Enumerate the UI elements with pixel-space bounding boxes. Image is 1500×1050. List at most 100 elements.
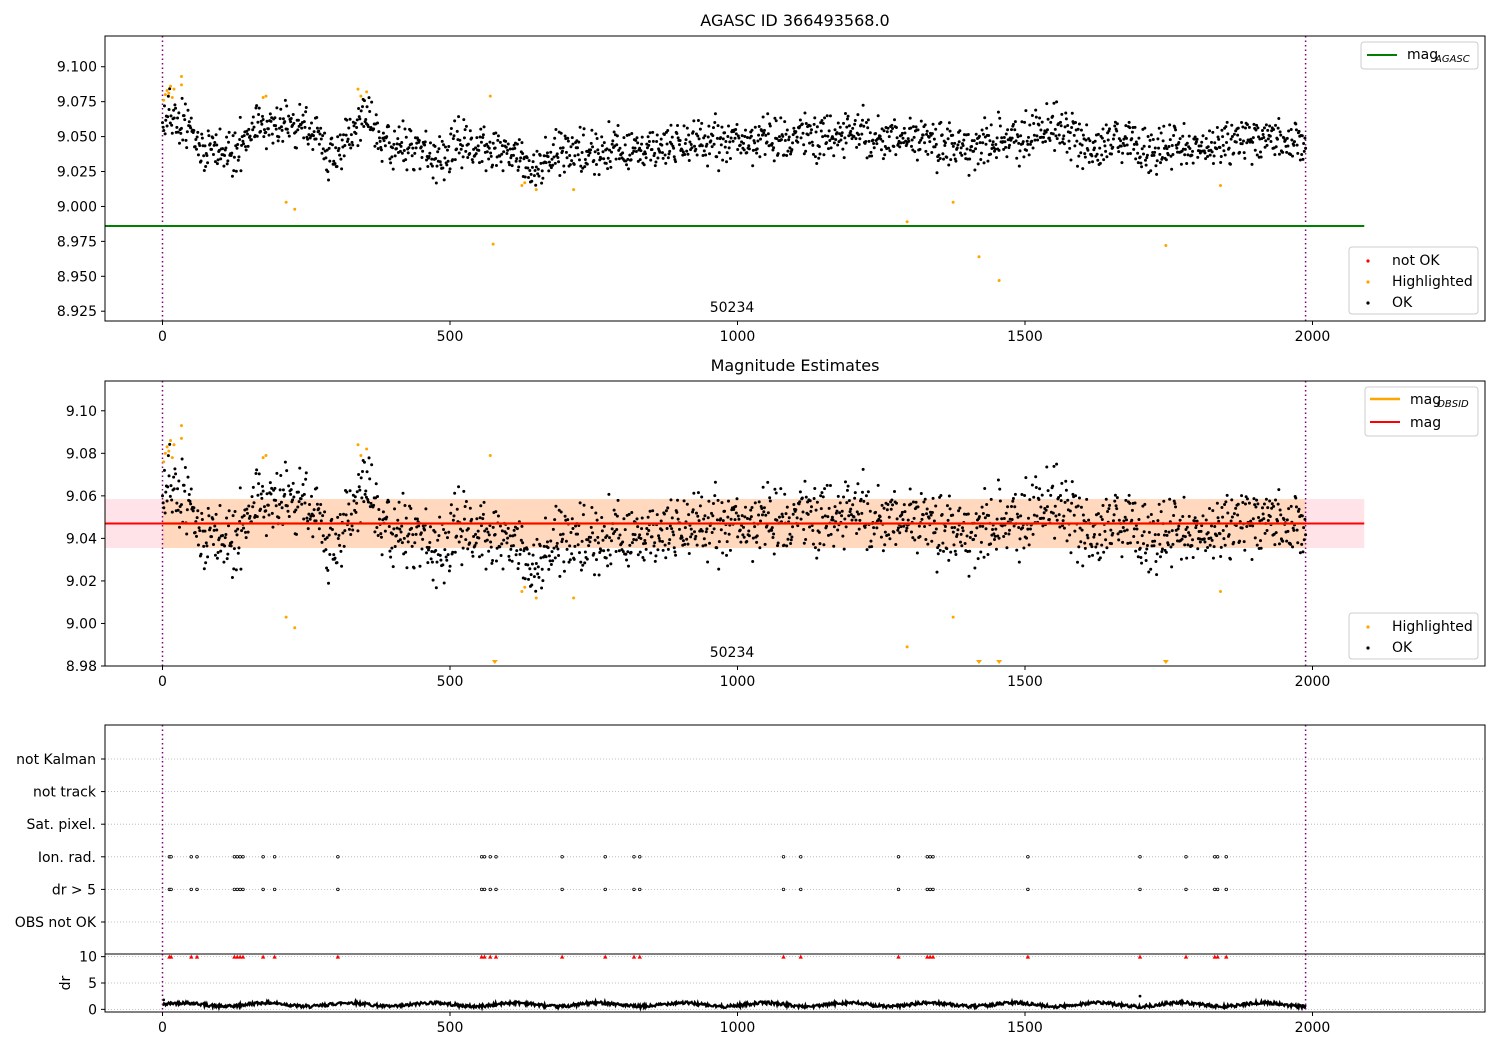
- ok-point: [244, 536, 248, 540]
- ok-point: [840, 134, 844, 138]
- ok-point: [951, 513, 955, 517]
- ok-point: [618, 533, 622, 537]
- ok-point: [1085, 497, 1089, 501]
- ok-point: [688, 140, 692, 144]
- ok-point: [536, 565, 540, 569]
- ok-point: [836, 121, 840, 125]
- ok-point: [489, 151, 493, 155]
- ok-point: [501, 567, 505, 571]
- ok-point: [377, 508, 381, 512]
- ok-point: [857, 512, 861, 516]
- ok-point: [840, 131, 844, 135]
- ok-point: [398, 149, 402, 153]
- ok-point: [649, 551, 653, 555]
- ok-point: [676, 136, 680, 140]
- ok-point: [808, 525, 812, 529]
- ok-point: [392, 527, 396, 531]
- ok-point: [1074, 121, 1078, 125]
- x-tick-label: 500: [437, 329, 464, 345]
- ok-point: [1192, 519, 1196, 523]
- ok-point: [1165, 533, 1169, 537]
- ok-point: [1086, 536, 1090, 540]
- ok-point: [855, 510, 859, 514]
- ok-point: [1060, 140, 1064, 144]
- ok-point: [512, 143, 516, 147]
- ok-point: [1028, 527, 1032, 531]
- ok-point: [325, 536, 329, 540]
- ok-point: [257, 472, 261, 476]
- ok-point: [410, 154, 414, 158]
- ok-point: [281, 117, 285, 121]
- ok-point: [756, 139, 760, 143]
- ok-point: [764, 133, 768, 137]
- ok-point: [825, 114, 829, 118]
- ok-point: [265, 119, 269, 123]
- ok-point: [177, 479, 181, 483]
- ok-point: [427, 155, 431, 159]
- ok-point: [1183, 543, 1187, 547]
- ok-point: [1290, 138, 1294, 142]
- ok-point: [1204, 157, 1208, 161]
- y-tick-label: 8.950: [57, 269, 97, 285]
- ok-point: [1160, 547, 1164, 551]
- ok-point: [625, 558, 629, 562]
- ok-point: [1240, 494, 1244, 498]
- ok-point: [264, 147, 268, 151]
- ok-point: [542, 544, 546, 548]
- ok-point: [950, 526, 954, 530]
- ok-point: [1298, 158, 1302, 162]
- ok-point: [1262, 136, 1266, 140]
- ok-point: [387, 124, 391, 128]
- ok-point: [1138, 546, 1142, 550]
- ok-point: [713, 480, 717, 484]
- ok-point: [1196, 155, 1200, 159]
- ok-point: [470, 158, 474, 162]
- ok-point: [1191, 161, 1195, 165]
- ok-point: [461, 546, 465, 550]
- ok-point: [212, 528, 216, 532]
- ok-point: [1216, 135, 1220, 139]
- ok-point: [517, 165, 521, 169]
- ok-point: [945, 504, 949, 508]
- ok-point: [553, 161, 557, 165]
- legend-frame: [1348, 246, 1479, 315]
- ok-point: [1213, 141, 1217, 145]
- ok-point: [1240, 526, 1244, 530]
- ok-point: [197, 526, 201, 530]
- ok-point: [641, 555, 645, 559]
- ok-point: [926, 542, 930, 546]
- highlighted-point: [261, 456, 265, 460]
- ok-point: [529, 573, 533, 577]
- ok-point: [1225, 140, 1229, 144]
- ok-point: [187, 120, 191, 124]
- ok-point: [568, 544, 572, 548]
- ok-point: [751, 536, 755, 540]
- ok-point: [1009, 128, 1013, 132]
- ok-point: [219, 549, 223, 553]
- ok-point: [1091, 160, 1095, 164]
- ok-point: [487, 549, 491, 553]
- flag-point: [232, 855, 237, 859]
- ok-point: [499, 160, 503, 164]
- ok-point: [1143, 551, 1147, 555]
- ok-point: [622, 136, 626, 140]
- ok-point: [972, 139, 976, 143]
- ok-point: [861, 467, 865, 471]
- ok-point: [920, 517, 924, 521]
- ok-point: [481, 517, 485, 521]
- ok-point: [161, 501, 165, 505]
- ok-point: [277, 516, 281, 520]
- ok-point: [689, 142, 693, 146]
- ok-point: [1204, 136, 1208, 140]
- ok-point: [695, 153, 699, 157]
- ok-point: [1245, 123, 1249, 127]
- ok-point: [594, 511, 598, 515]
- ok-point: [1256, 502, 1260, 506]
- ok-point: [864, 494, 868, 498]
- legend-highlighted-label: Highlighted: [1392, 619, 1473, 635]
- ok-point: [275, 106, 279, 110]
- highlighted-point: [284, 200, 288, 204]
- ok-point: [998, 499, 1002, 503]
- ok-point: [930, 132, 934, 136]
- ok-point: [768, 124, 772, 128]
